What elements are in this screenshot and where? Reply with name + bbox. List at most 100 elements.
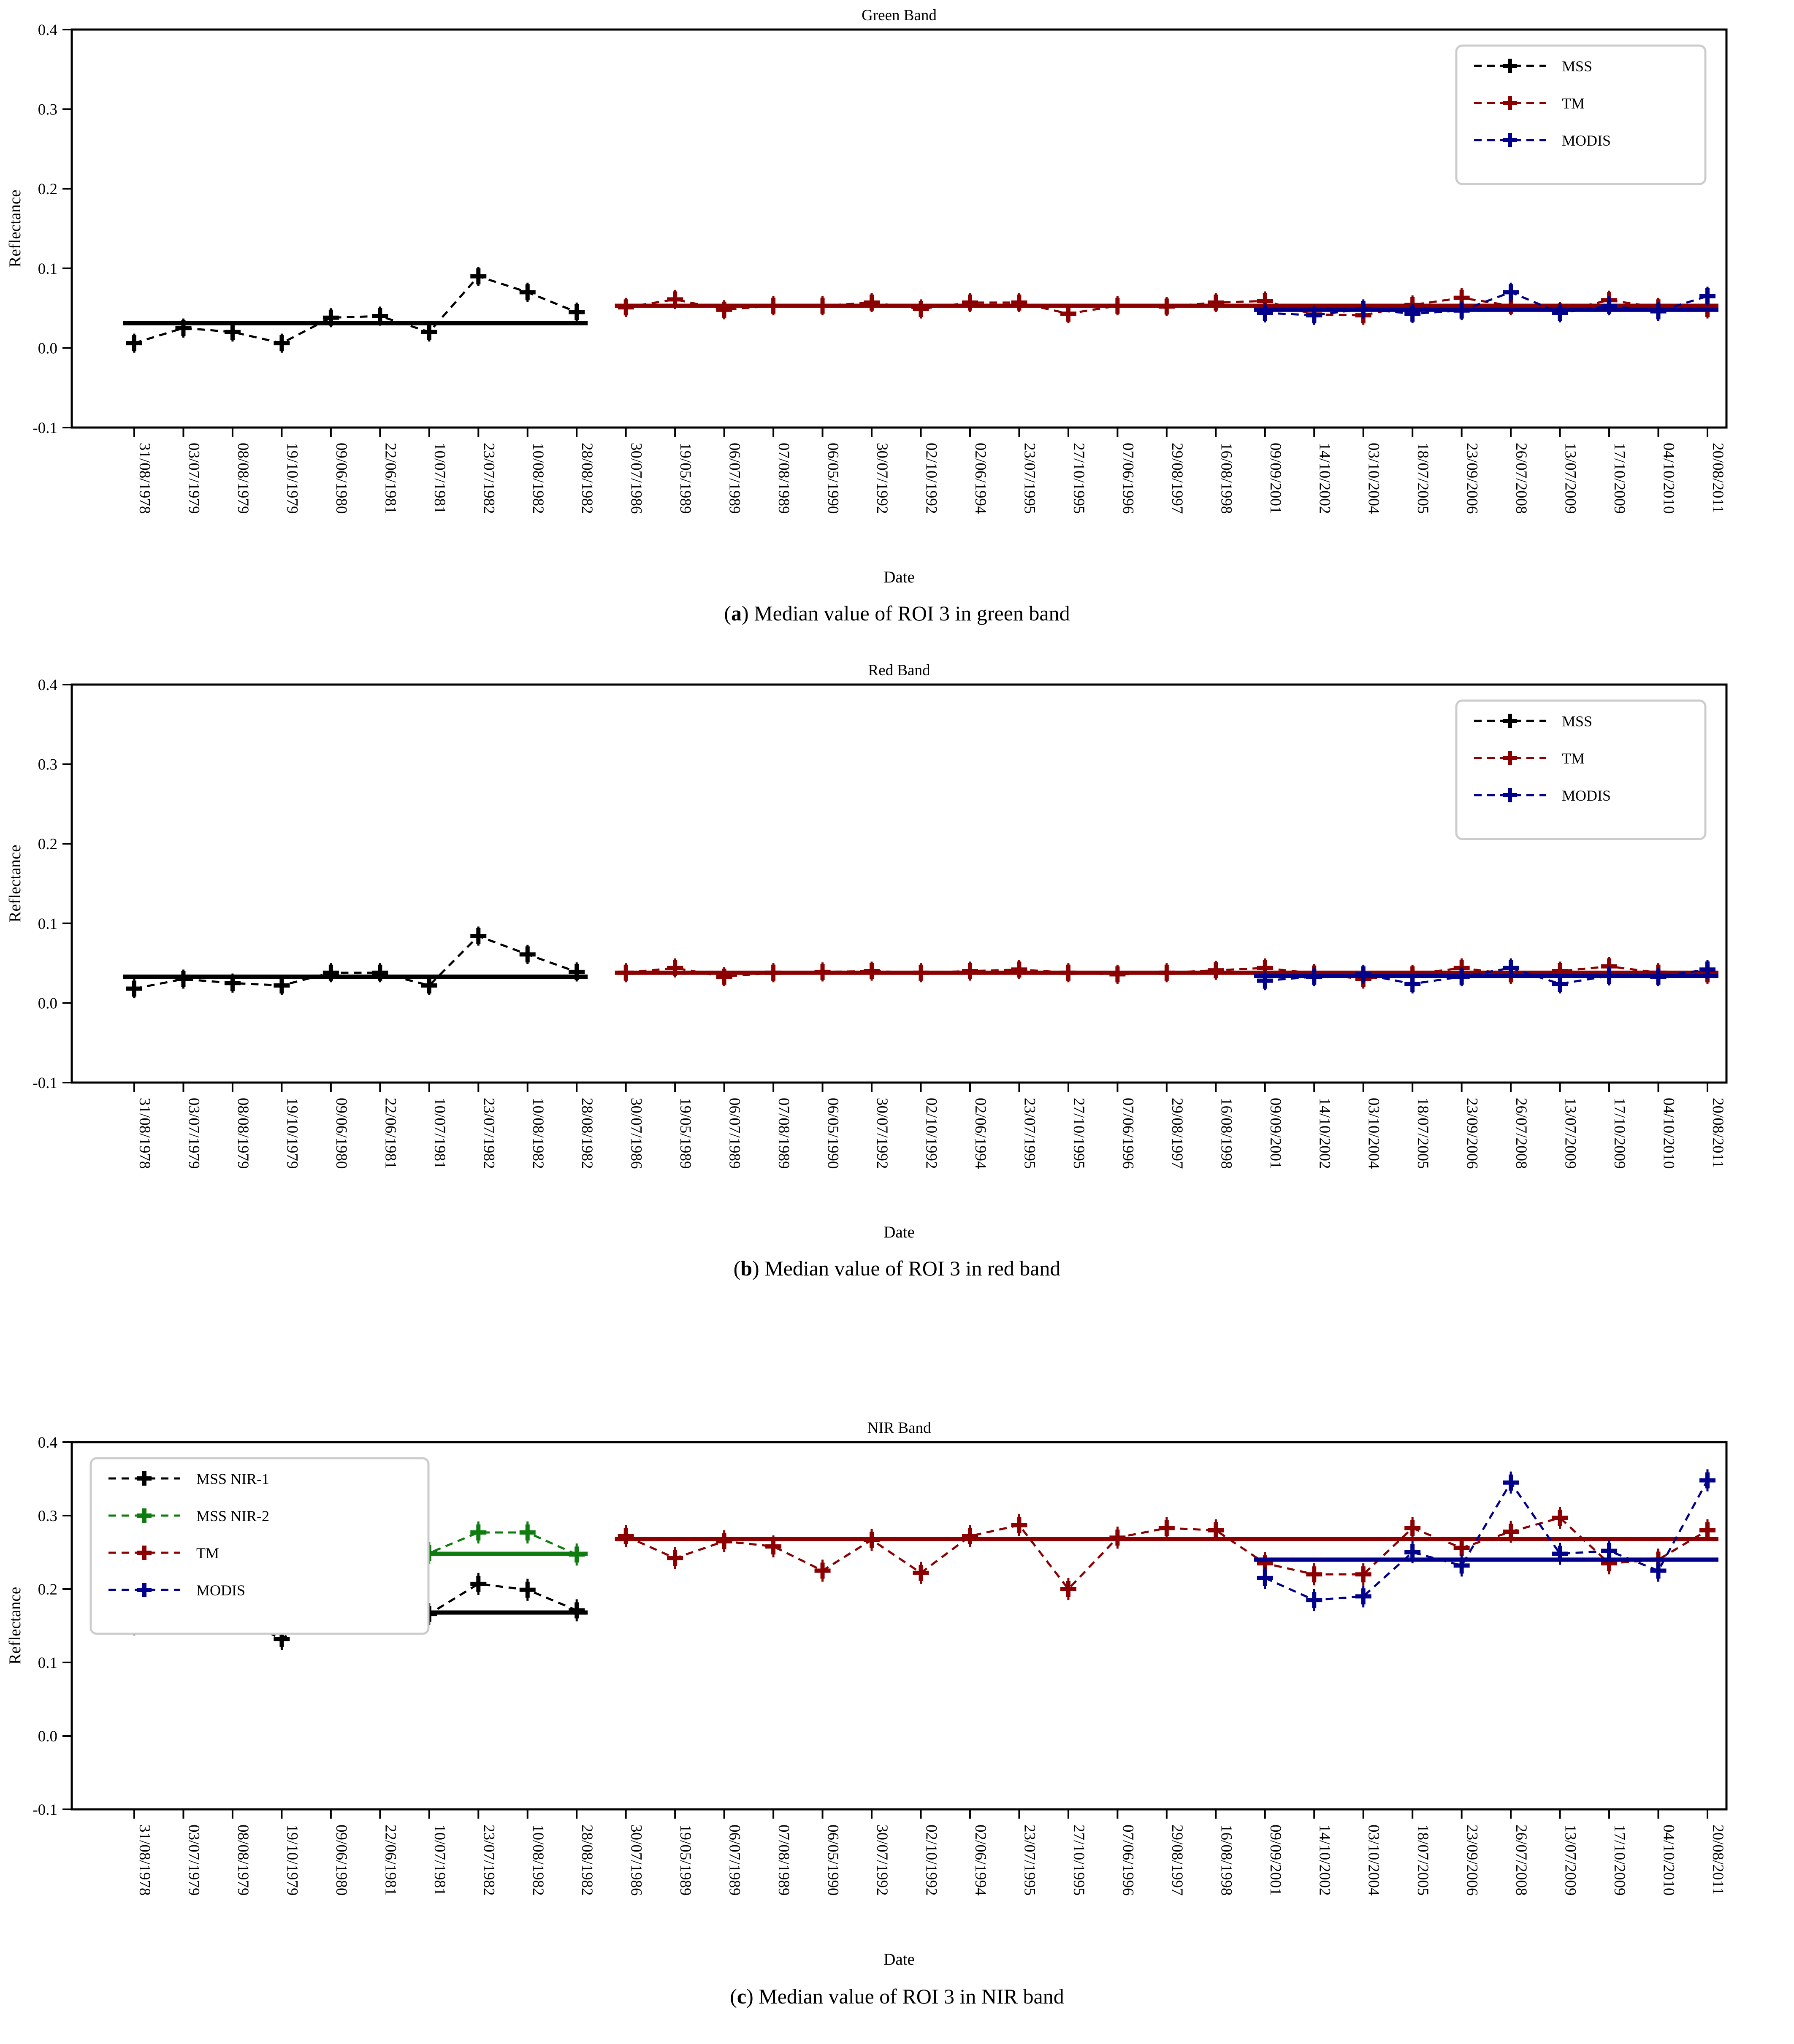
- caption-c-open: (: [730, 1984, 737, 2008]
- x-tick-label: 07/06/1996: [1119, 443, 1136, 514]
- x-tick-label: 02/06/1994: [972, 1098, 989, 1169]
- figure-b-red-band: Red Band 0.4 0.3 0.2 0.1 0.0 -0.1 Reflectance 31…: [0, 658, 1794, 1291]
- legend-item-tm: TM: [1474, 95, 1585, 112]
- x-tick-label: 03/10/2004: [1365, 443, 1382, 514]
- y-tick-label: 0.4: [38, 1434, 57, 1451]
- x-tick-label: 03/07/1979: [185, 1825, 202, 1896]
- x-tick-label: 29/08/1997: [1168, 1825, 1186, 1896]
- x-tick-label: 09/06/1980: [333, 443, 350, 514]
- x-tick-label: 06/07/1989: [726, 443, 743, 514]
- x-tick-label: 06/05/1990: [824, 1825, 842, 1896]
- legend-label: MSS: [1562, 58, 1592, 75]
- chart-red-band-figure: Red Band 0.4 0.3 0.2 0.1 0.0 -0.1 Reflectance 31…: [6, 662, 1728, 1241]
- y-tick-label: 0.0: [38, 1728, 57, 1745]
- x-tick-label: 22/06/1981: [382, 1098, 399, 1169]
- x-tick-label: 06/07/1989: [726, 1098, 743, 1169]
- x-tick-label: 29/08/1997: [1168, 1098, 1186, 1169]
- y-tick-label: 0.0: [38, 340, 57, 357]
- x-tick-label: 26/07/2008: [1512, 443, 1530, 514]
- x-tick-label: 07/08/1989: [775, 1825, 792, 1896]
- x-tick-label: 20/08/2011: [1709, 443, 1726, 513]
- plot-border: [70, 683, 1728, 1084]
- x-tick-label: 27/10/1995: [1070, 443, 1087, 514]
- legend-item-modis: MODIS: [1474, 787, 1611, 804]
- legend-item-mss-nir-1: MSS NIR-1: [108, 1470, 269, 1487]
- x-tick-label: 23/09/2006: [1463, 1098, 1481, 1169]
- y-tick-label: 0.1: [38, 915, 57, 933]
- caption-b-text: Median value of ROI 3 in red band: [764, 1256, 1061, 1280]
- y-tick-label: -0.1: [33, 420, 57, 437]
- legend-label: MSS NIR-1: [196, 1470, 269, 1487]
- x-tick-label: 30/07/1986: [628, 1098, 645, 1169]
- chart-title: Red Band: [868, 662, 930, 679]
- legend-item-mss: MSS: [1474, 713, 1592, 730]
- data-line: [626, 297, 1708, 317]
- data-line: [625, 1516, 1708, 1591]
- x-tick-label: 08/08/1979: [234, 1825, 252, 1896]
- x-tick-label: 27/10/1995: [1070, 1098, 1087, 1169]
- x-tick-label: 23/09/2006: [1463, 443, 1481, 514]
- y-tick-label: -0.1: [33, 1801, 57, 1819]
- caption-b: (b) Median value of ROI 3 in red band: [0, 1249, 1794, 1291]
- series-tm: [615, 288, 1718, 325]
- legend-label: TM: [196, 1545, 219, 1562]
- legend-label: MODIS: [196, 1582, 245, 1599]
- x-tick-label: 08/08/1979: [234, 1098, 252, 1169]
- caption-a-close: ): [742, 601, 749, 625]
- x-tick-label: 10/07/1981: [431, 443, 448, 514]
- x-tick-label: 09/09/2001: [1267, 443, 1284, 514]
- x-tick-label: 19/05/1989: [677, 1825, 694, 1896]
- x-tick-label: 17/10/2009: [1611, 1825, 1628, 1896]
- x-tick-label: 07/06/1996: [1119, 1098, 1136, 1169]
- chart-green-band-figure: Green Band 0.4 0.3 0.2 0.1 0.0 -0.1 Reflectance…: [6, 7, 1728, 586]
- caption-a: (a) Median value of ROI 3 in green band: [0, 594, 1794, 636]
- x-tick-label: 10/08/1982: [529, 443, 547, 514]
- x-tick-label: 02/06/1994: [972, 443, 989, 514]
- x-tick-label: 02/10/1992: [923, 443, 940, 514]
- legend-item-modis: MODIS: [108, 1582, 245, 1599]
- x-tick-label: 07/06/1996: [1119, 1825, 1136, 1896]
- data-line: [1264, 1480, 1709, 1601]
- data-line: [134, 935, 577, 990]
- y-tick-label: 0.1: [38, 1654, 57, 1672]
- x-tick-label: 20/08/2011: [1709, 1098, 1726, 1168]
- x-tick-label: 30/07/1992: [873, 443, 891, 514]
- caption-c-close: ): [746, 1984, 753, 2008]
- x-tick-label: 18/07/2005: [1414, 1098, 1431, 1169]
- x-tick-label: 23/07/1982: [480, 443, 497, 514]
- y-tick-label: 0.1: [38, 260, 57, 278]
- legend-label: MODIS: [1562, 132, 1611, 149]
- caption-b-letter: b: [740, 1256, 753, 1280]
- legend: MSS TM MODIS: [1455, 699, 1707, 840]
- legend-box: [1455, 699, 1707, 840]
- x-tick-label: 27/10/1995: [1070, 1825, 1087, 1896]
- x-tick-label: 28/08/1982: [578, 1098, 596, 1169]
- y-axis: 0.4 0.3 0.2 0.1 0.0 -0.1: [33, 677, 72, 1092]
- x-tick-label: 03/07/1979: [185, 443, 202, 514]
- x-tick-label: 18/07/2005: [1414, 443, 1431, 514]
- data-line: [1265, 291, 1708, 317]
- x-tick-label: 09/09/2001: [1267, 1098, 1284, 1169]
- plot-border: [70, 28, 1728, 429]
- x-tick-label: 31/08/1978: [136, 1098, 153, 1169]
- x-tick-label: 19/05/1989: [677, 443, 694, 514]
- chart-nir-band-figure: NIR Band 0.4 0.3 0.2 0.1 0.0 -0.1 Reflectance 31…: [6, 1419, 1728, 1968]
- figure-a-green-band: Green Band 0.4 0.3 0.2 0.1 0.0 -0.1 Reflectance…: [0, 0, 1794, 636]
- x-axis: 31/08/1978 03/07/1979 08/08/1979 19/10/1979…: [133, 1809, 1726, 1896]
- x-tick-label: 23/09/2006: [1463, 1825, 1481, 1896]
- x-tick-label: 04/10/2010: [1660, 1825, 1677, 1896]
- y-tick-label: 0.3: [38, 1508, 57, 1525]
- legend-item-modis: MODIS: [1474, 132, 1611, 149]
- legend-label: MSS: [1562, 713, 1592, 730]
- x-axis-label: Date: [883, 568, 915, 586]
- x-tick-label: 04/10/2010: [1660, 443, 1677, 514]
- x-tick-label: 26/07/2008: [1512, 1825, 1530, 1896]
- y-axis-label: Reflectance: [6, 190, 24, 267]
- chart-title: Green Band: [862, 7, 937, 24]
- x-tick-label: 13/07/2009: [1562, 1825, 1579, 1896]
- legend-label: MODIS: [1562, 787, 1611, 804]
- x-tick-label: 10/07/1981: [431, 1825, 448, 1896]
- x-tick-label: 17/10/2009: [1611, 443, 1628, 514]
- x-tick-label: 06/05/1990: [824, 1098, 842, 1169]
- legend-item-tm: TM: [108, 1545, 219, 1562]
